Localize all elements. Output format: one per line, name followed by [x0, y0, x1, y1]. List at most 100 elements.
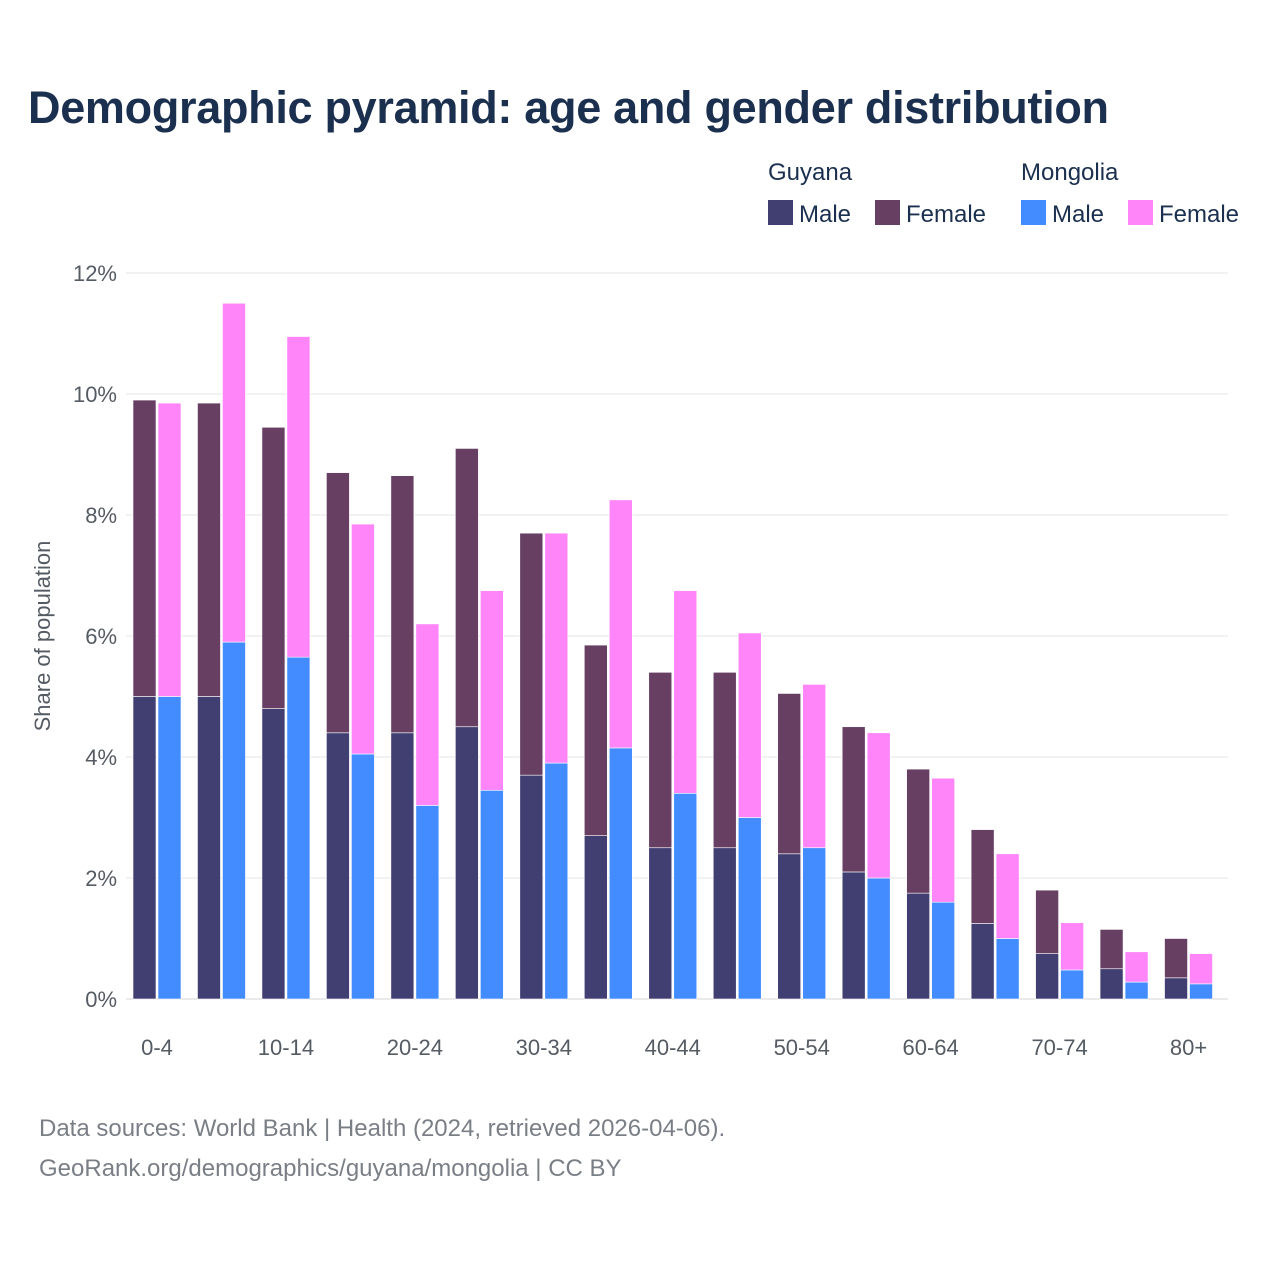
bar-mongolia-female-60-64 — [931, 777, 955, 903]
legend-swatch-guyana-female — [875, 200, 900, 225]
x-tick-label: 70-74 — [1031, 1035, 1087, 1060]
source-text: Data sources: World Bank | Health (2024,… — [39, 1115, 726, 1142]
y-tick-label: 2% — [85, 866, 117, 891]
bar-mongolia-female-35-39 — [608, 499, 633, 749]
bar-guyana-male-65-69 — [970, 923, 995, 1000]
bar-guyana-male-80+ — [1164, 977, 1188, 1000]
bar-mongolia-male-65-69 — [995, 938, 1020, 1000]
bar-guyana-male-30-34 — [519, 774, 544, 1000]
bar-guyana-male-75-79 — [1099, 968, 1124, 1000]
x-axis-ticks: 0-4 10-14 20-24 30-34 40-44 50-54 60-64 70-74 80… — [141, 1035, 1207, 1060]
bar-guyana-female-20-24 — [390, 475, 415, 734]
x-tick-label: 50-54 — [774, 1035, 830, 1060]
x-tick-label: 60-64 — [903, 1035, 959, 1060]
x-tick-label: 40-44 — [645, 1035, 701, 1060]
age-group-50-54 — [777, 684, 827, 1000]
bar-mongolia-female-25-29 — [480, 590, 504, 791]
y-tick-label: 0% — [85, 987, 117, 1012]
age-group-55-59 — [841, 726, 891, 1000]
x-tick-label: 0-4 — [141, 1035, 173, 1060]
y-axis-ticks: 0% 2% 4% 6% 8% 10% 12% — [73, 261, 117, 1012]
x-tick-label: 30-34 — [516, 1035, 572, 1060]
bar-guyana-female-40-44 — [648, 671, 673, 849]
bar-mongolia-male-40-44 — [673, 792, 698, 1000]
chart-title: Demographic pyramid: age and gender dist… — [28, 82, 1109, 133]
source-url: GeoRank.org/demographics/guyana/mongolia… — [39, 1155, 622, 1182]
bar-guyana-male-15-19 — [326, 732, 350, 1000]
legend-label-guyana-male: Male — [799, 201, 851, 228]
bar-mongolia-male-35-39 — [608, 747, 633, 1000]
age-group-25-29 — [455, 448, 504, 1000]
y-tick-label: 10% — [73, 382, 117, 407]
bar-guyana-male-50-54 — [777, 853, 802, 1000]
y-tick-label: 8% — [85, 503, 117, 528]
bar-guyana-female-25-29 — [455, 448, 479, 728]
bar-mongolia-female-70-74 — [1060, 922, 1084, 971]
bar-guyana-male-45-49 — [712, 847, 737, 1000]
bar-guyana-female-80+ — [1164, 938, 1188, 979]
legend-label-mongolia-female: Female — [1159, 201, 1239, 228]
bar-mongolia-male-10-14 — [286, 656, 311, 1000]
bar-mongolia-female-55-59 — [866, 732, 891, 879]
bar-mongolia-female-20-24 — [415, 623, 440, 806]
bar-guyana-female-55-59 — [841, 726, 866, 873]
age-group-70-74 — [1035, 889, 1084, 1000]
legend-country-mongolia: Mongolia — [1021, 159, 1119, 186]
bar-mongolia-female-80+ — [1189, 953, 1213, 985]
bar-guyana-female-10-14 — [261, 426, 286, 709]
bar-guyana-female-45-49 — [712, 671, 737, 849]
bar-mongolia-female-15-19 — [351, 523, 375, 755]
bar-guyana-female-0-4 — [132, 399, 157, 697]
bar-mongolia-female-50-54 — [802, 684, 827, 849]
bar-guyana-male-70-74 — [1035, 953, 1059, 1000]
x-tick-label: 20-24 — [387, 1035, 443, 1060]
age-group-35-39 — [583, 499, 633, 1000]
bar-mongolia-male-75-79 — [1124, 981, 1149, 1000]
bar-guyana-female-15-19 — [326, 472, 350, 734]
bar-guyana-female-70-74 — [1035, 889, 1059, 954]
y-tick-label: 6% — [85, 624, 117, 649]
bar-mongolia-male-50-54 — [802, 847, 827, 1000]
age-group-45-49 — [712, 632, 762, 1000]
bar-mongolia-female-75-79 — [1124, 951, 1149, 983]
legend-swatch-guyana-male — [768, 200, 793, 225]
age-group-75-79 — [1099, 929, 1149, 1000]
legend-country-guyana: Guyana — [768, 159, 853, 186]
age-group-0-4 — [132, 399, 182, 1000]
bar-guyana-male-5-9 — [197, 696, 221, 1000]
bar-guyana-female-30-34 — [519, 532, 544, 776]
x-tick-label: 10-14 — [258, 1035, 314, 1060]
legend-swatch-mongolia-female — [1128, 200, 1153, 225]
age-group-30-34 — [519, 532, 569, 1000]
x-tick-label: 80+ — [1170, 1035, 1207, 1060]
bar-mongolia-female-30-34 — [544, 532, 569, 764]
age-group-15-19 — [326, 472, 375, 1000]
bar-mongolia-male-5-9 — [222, 641, 246, 1000]
bar-guyana-female-60-64 — [906, 768, 930, 894]
bar-mongolia-female-5-9 — [222, 302, 246, 643]
age-group-40-44 — [648, 590, 698, 1000]
bar-mongolia-male-55-59 — [866, 877, 891, 1000]
bar-guyana-male-25-29 — [455, 726, 479, 1000]
bar-mongolia-male-70-74 — [1060, 969, 1084, 1000]
age-group-80+ — [1164, 938, 1213, 1000]
bars — [132, 302, 1213, 1000]
legend-label-guyana-female: Female — [906, 201, 986, 228]
bar-mongolia-male-60-64 — [931, 901, 955, 1000]
bar-mongolia-male-45-49 — [737, 817, 762, 1000]
legend-swatch-mongolia-male — [1021, 200, 1046, 225]
legend-label-mongolia-male: Male — [1052, 201, 1104, 228]
y-tick-label: 12% — [73, 261, 117, 286]
bar-guyana-male-35-39 — [583, 835, 608, 1000]
bar-mongolia-female-65-69 — [995, 853, 1020, 939]
bar-guyana-male-0-4 — [132, 696, 157, 1000]
bar-guyana-female-65-69 — [970, 829, 995, 924]
bar-mongolia-female-10-14 — [286, 336, 311, 658]
bar-guyana-male-60-64 — [906, 892, 930, 1000]
age-group-5-9 — [197, 302, 246, 1000]
y-tick-label: 4% — [85, 745, 117, 770]
bar-guyana-male-10-14 — [261, 708, 286, 1000]
bar-guyana-female-5-9 — [197, 402, 221, 697]
bar-mongolia-female-40-44 — [673, 590, 698, 794]
